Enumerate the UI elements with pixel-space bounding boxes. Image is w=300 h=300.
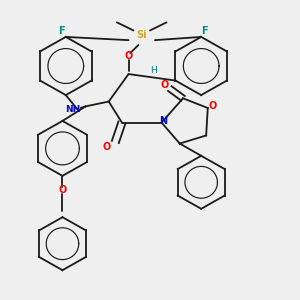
Text: O: O xyxy=(58,185,67,195)
Text: Si: Si xyxy=(136,30,147,40)
Text: O: O xyxy=(103,142,111,152)
Text: O: O xyxy=(208,101,217,111)
Text: H: H xyxy=(150,66,157,75)
Text: N: N xyxy=(159,116,167,126)
Text: F: F xyxy=(58,26,64,35)
Text: O: O xyxy=(161,80,169,90)
Text: F: F xyxy=(201,26,208,35)
Text: NH: NH xyxy=(65,105,80,114)
Text: O: O xyxy=(124,51,133,61)
